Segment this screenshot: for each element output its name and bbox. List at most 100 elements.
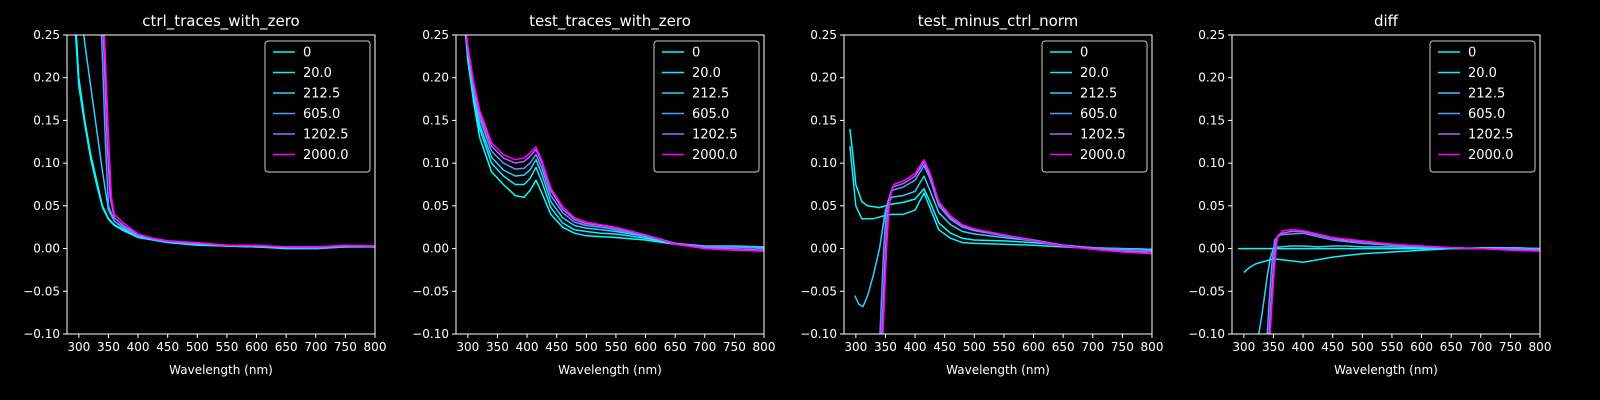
series-line [74,35,375,250]
legend-entry: 20.0 [303,66,332,81]
legend: 0 20.0 212.5 605.0 1202.5 2000.0 [1041,40,1148,173]
x-tick-label: 700 [304,340,327,354]
chart-title: diff [1374,12,1399,30]
y-tick-label: 0.05 [810,199,837,213]
x-tick-label: 700 [1081,340,1104,354]
x-tick-label: 350 [97,340,120,354]
chart-title: ctrl_traces_with_zero [142,12,299,31]
legend-entry: 212.5 [1080,87,1117,102]
x-tick-label: 600 [634,340,657,354]
legend-entry: 1202.5 [1468,128,1514,143]
y-tick-label: −0.10 [800,327,837,341]
series-line [1257,245,1540,334]
chart-panel: diff 300 350 400 450 500 550 600 650 700 750 800 −0.… [1188,12,1551,377]
series-line [880,161,1152,334]
series-line [849,146,1152,252]
x-tick-label: 500 [575,340,598,354]
x-tick-label: 450 [933,340,956,354]
legend: 0 20.0 212.5 605.0 1202.5 2000.0 [264,40,371,173]
y-tick-label: 0.25 [33,28,60,42]
legend-frame [653,40,760,173]
legend-entry: 0 [1468,46,1476,61]
chart-panel: test_traces_with_zero 300 350 400 450 500 550 6… [412,12,776,377]
legend-entry: 20.0 [1080,66,1109,81]
legend-entry: 605.0 [303,107,340,122]
x-tick-label: 650 [275,340,298,354]
legend-entry: 212.5 [1468,87,1505,102]
y-tick-label: 0.10 [33,156,60,170]
x-tick-label: 700 [693,340,716,354]
x-tick-label: 800 [1141,340,1164,354]
series-line [1243,246,1540,274]
x-tick-label: 450 [545,340,568,354]
y-tick-label: 0.00 [33,242,60,256]
x-tick-label: 800 [364,340,387,354]
chart-panel: ctrl_traces_with_zero 300 350 400 450 500 550 6… [23,12,387,377]
x-tick-label: 450 [1321,340,1344,354]
x-tick-label: 400 [127,340,150,354]
x-tick-label: 400 [1292,340,1315,354]
x-tick-label: 550 [1380,340,1403,354]
legend-entry: 0 [303,46,311,61]
x-tick-label: 300 [67,340,90,354]
y-tick-label: 0.25 [810,28,837,42]
legend-frame [1041,40,1148,173]
y-tick-label: 0.05 [422,199,449,213]
y-tick-label: 0.20 [422,71,449,85]
series-line [464,35,764,249]
x-tick-label: 600 [1410,340,1433,354]
legend-entry: 0 [1080,46,1088,61]
x-tick-label: 350 [486,340,509,354]
y-tick-label: 0.10 [810,156,837,170]
chart-title: test_minus_ctrl_norm [918,12,1079,31]
y-tick-label: −0.05 [800,284,837,298]
x-tick-label: 650 [1052,340,1075,354]
y-tick-label: 0.20 [33,71,60,85]
y-tick-label: 0.15 [33,113,60,127]
x-tick-label: 800 [1529,340,1552,354]
legend-entry: 2000.0 [1080,148,1126,163]
x-tick-label: 650 [1440,340,1463,354]
x-tick-label: 500 [963,340,986,354]
axes-frame [455,34,765,335]
series-line [465,35,764,252]
y-tick-label: 0.00 [1198,242,1225,256]
legend-entry: 605.0 [692,107,729,122]
x-tick-label: 750 [334,340,357,354]
legend-entry: 2000.0 [303,148,349,163]
x-tick-label: 600 [1022,340,1045,354]
x-tick-label: 450 [156,340,179,354]
y-tick-label: −0.05 [1188,284,1225,298]
x-axis-label: Wavelength (nm) [946,363,1050,377]
y-tick-label: 0.20 [810,71,837,85]
x-tick-label: 550 [604,340,627,354]
x-tick-label: 650 [664,340,687,354]
x-tick-label: 350 [1262,340,1285,354]
y-tick-label: 0.00 [422,242,449,256]
y-tick-label: 0.15 [810,113,837,127]
y-tick-label: −0.10 [412,327,449,341]
x-tick-label: 500 [1351,340,1374,354]
legend-frame [264,40,371,173]
series-group [464,35,764,252]
series-line [1269,229,1540,334]
legend-entry: 1202.5 [1080,128,1126,143]
x-tick-label: 400 [516,340,539,354]
x-tick-label: 750 [1111,340,1134,354]
chart-title: test_traces_with_zero [529,12,691,31]
x-tick-label: 800 [753,340,776,354]
legend-entry: 1202.5 [303,128,349,143]
x-tick-label: 300 [456,340,479,354]
x-tick-label: 300 [844,340,867,354]
legend-entry: 212.5 [692,87,729,102]
legend: 0 20.0 212.5 605.0 1202.5 2000.0 [653,40,760,173]
legend-entry: 2000.0 [692,148,738,163]
axes-frame [66,34,376,335]
x-tick-label: 700 [1469,340,1492,354]
series-line [103,35,375,248]
x-tick-label: 550 [992,340,1015,354]
legend-entry: 20.0 [1468,66,1497,81]
x-axis-label: Wavelength (nm) [558,363,662,377]
x-tick-label: 500 [186,340,209,354]
